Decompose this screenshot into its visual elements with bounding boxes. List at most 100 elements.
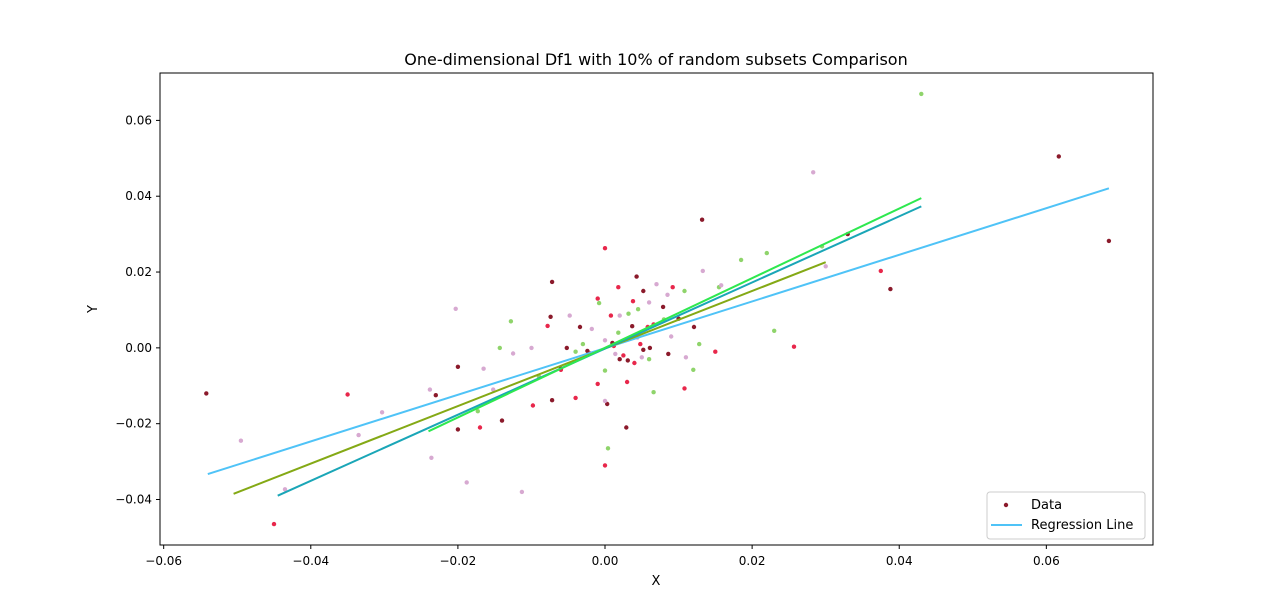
data-point [595,296,600,301]
data-point [605,446,611,451]
data-point [624,379,630,385]
data-point [634,274,639,279]
data-point [888,286,893,292]
data-point [455,364,461,369]
data-point [573,395,578,401]
y-tick-label: −0.02 [115,417,152,431]
data-point [602,246,608,251]
data-point [651,390,656,395]
data-point [919,91,924,97]
data-point [624,425,629,430]
data-point [764,250,769,256]
y-tick-label: 0.04 [125,189,152,203]
legend-regression-label: Regression Line [1031,518,1133,533]
data-point [608,313,614,318]
data-point [577,324,583,330]
data-point [691,367,696,372]
data-point [282,487,288,492]
data-point [719,283,724,288]
data-point [738,257,744,263]
data-point [635,307,641,312]
data-point [204,391,209,396]
data-point [630,299,636,304]
data-point [491,387,496,392]
data-point [697,341,702,347]
x-tick-label: −0.02 [440,554,477,568]
data-point [427,387,433,392]
data-point [429,455,434,460]
data-point [632,360,637,366]
legend-data-marker [1003,502,1009,508]
legend-data-label: Data [1031,498,1062,513]
data-point [585,348,590,354]
x-tick-label: 0.04 [886,554,913,568]
data-point [481,366,486,371]
data-point [626,311,631,316]
data-point [602,368,608,373]
data-point [682,288,687,294]
data-point [510,351,516,356]
data-point [477,425,483,430]
data-point [508,319,514,324]
data-point [530,403,536,408]
data-point [646,357,652,362]
data-point [665,292,670,297]
legend: Data Regression Line [986,491,1146,540]
data-point [700,268,705,274]
data-point [589,326,594,332]
data-point [617,357,622,362]
data-point [647,345,653,351]
data-point [580,341,586,347]
data-point [453,306,458,311]
y-axis: −0.04 −0.02 0.00 0.02 0.04 0.06 [115,113,160,507]
data-point [621,353,626,358]
data-point [654,282,659,287]
data-point [1106,238,1112,244]
y-tick-label: 0.06 [125,113,152,127]
plot-area [204,91,1112,527]
data-point [497,345,502,351]
data-point [595,381,600,387]
data-point [823,264,828,269]
data-point [617,313,622,318]
data-point [602,338,608,343]
data-point [669,334,674,339]
data-point [683,355,689,360]
data-point [699,217,705,222]
x-tick-label: 0.00 [592,554,619,568]
data-point [455,427,461,432]
data-point [682,386,687,391]
data-point [772,328,777,333]
y-tick-label: −0.04 [115,493,152,507]
data-point [545,323,550,329]
x-axis-label: X [652,574,661,589]
chart-title: One-dimensional Df1 with 10% of random s… [404,50,907,69]
data-point [499,418,505,423]
y-tick-label: 0.02 [125,265,152,279]
data-point [356,432,361,438]
data-point [638,341,643,347]
y-axis-label: Y [86,305,101,314]
data-point [691,324,697,330]
x-tick-label: 0.02 [739,554,766,568]
data-point [464,480,469,485]
data-point [878,268,883,274]
data-point [791,344,797,349]
data-point [630,324,635,329]
data-point [811,170,816,175]
data-point [564,345,569,351]
data-point [475,409,480,414]
data-point [670,285,675,290]
data-point [641,347,646,352]
data-point [713,349,718,354]
data-point [639,355,644,360]
data-point [271,521,277,527]
data-point [549,279,555,285]
data-point [519,489,525,495]
y-tick-label: 0.00 [125,341,152,355]
data-point [567,313,572,318]
data-point [596,300,602,306]
data-point [602,398,608,404]
regression-line [233,261,827,495]
regression-line [428,197,922,433]
